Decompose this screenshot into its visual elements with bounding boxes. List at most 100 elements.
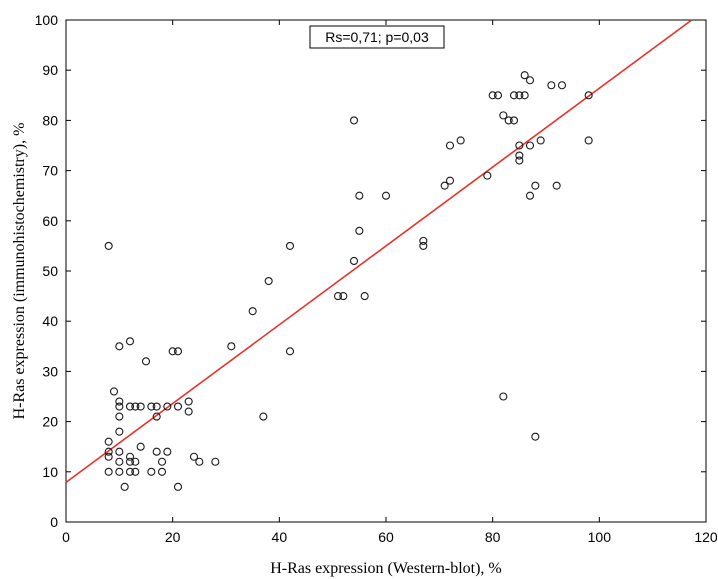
y-tick-label: 10: [42, 464, 58, 480]
data-point: [285, 241, 295, 250]
regression-line-layer: [65, 19, 693, 483]
data-point: [173, 347, 183, 356]
data-point: [125, 452, 135, 461]
regression-line: [65, 19, 693, 483]
data-point: [520, 71, 529, 80]
data-point: [499, 392, 508, 401]
data-point: [525, 76, 535, 85]
data-point: [104, 452, 113, 461]
data-point: [285, 347, 295, 356]
data-point: [509, 91, 519, 100]
y-axis-title: H-Ras expression (immunohistochemistry),…: [11, 123, 28, 420]
data-point: [360, 292, 369, 301]
data-point: [109, 387, 119, 396]
data-point: [147, 402, 156, 411]
data-point: [184, 407, 193, 416]
data-point: [525, 191, 535, 200]
data-point: [131, 402, 140, 411]
data-point: [157, 457, 167, 466]
data-point: [515, 151, 524, 160]
data-point: [248, 307, 257, 316]
data-point: [115, 412, 124, 421]
data-point: [493, 91, 503, 100]
data-point: [355, 226, 364, 235]
x-tick-label: 100: [588, 529, 612, 545]
data-point: [333, 292, 343, 301]
data-point: [525, 141, 535, 150]
y-tick-label: 100: [35, 12, 59, 28]
data-point: [173, 402, 183, 411]
data-point: [499, 111, 508, 120]
data-point: [211, 457, 220, 466]
data-point: [141, 357, 151, 366]
data-point: [227, 342, 236, 351]
data-point: [152, 402, 161, 411]
annotation-box-group: Rs=0,71; p=0,03: [309, 25, 445, 49]
data-point: [264, 276, 273, 286]
data-point: [419, 236, 428, 245]
data-point: [483, 171, 492, 180]
x-tick-label: 120: [694, 529, 718, 545]
data-point: [584, 136, 593, 145]
data-point: [115, 447, 124, 456]
data-point: [509, 116, 519, 125]
y-tick-label: 0: [50, 514, 58, 530]
data-point: [515, 141, 524, 150]
x-tick-label: 40: [272, 529, 288, 545]
data-points-layer: [104, 71, 593, 491]
data-point: [584, 91, 593, 100]
data-point: [445, 176, 455, 185]
data-point: [189, 452, 199, 461]
data-point: [115, 457, 124, 466]
data-point: [547, 81, 556, 90]
data-point: [115, 397, 124, 406]
data-point: [115, 467, 124, 476]
data-point: [173, 482, 183, 491]
data-point: [445, 141, 455, 150]
x-axis-title: H-Ras expression (Western-blot), %: [270, 560, 502, 577]
data-point: [136, 402, 145, 411]
data-point: [456, 136, 465, 145]
y-tick-label: 60: [42, 213, 58, 229]
data-point: [152, 412, 161, 421]
data-point: [125, 467, 135, 476]
data-point: [419, 241, 428, 250]
data-point: [157, 467, 167, 476]
y-tick-label: 30: [42, 363, 58, 379]
data-point: [515, 91, 524, 100]
data-point: [349, 256, 359, 266]
data-point: [163, 447, 172, 456]
annotation-box: [309, 25, 445, 49]
data-point: [520, 91, 529, 100]
data-point: [115, 427, 124, 436]
y-tick-label: 50: [42, 263, 58, 279]
data-point: [152, 447, 161, 456]
y-tick-label: 90: [42, 62, 58, 78]
data-point: [381, 191, 391, 200]
x-tick-label: 20: [165, 529, 181, 545]
data-point: [259, 412, 268, 421]
data-point: [531, 432, 540, 441]
y-tick-label: 40: [42, 313, 58, 329]
data-point: [104, 241, 113, 250]
data-point: [104, 467, 113, 476]
data-point: [104, 437, 113, 446]
data-point: [515, 156, 524, 165]
annotation-text: Rs=0,71; p=0,03: [325, 29, 429, 45]
data-point: [136, 442, 145, 451]
y-tick-label: 20: [42, 414, 58, 430]
data-point: [125, 457, 135, 466]
data-point: [163, 402, 172, 411]
y-tick-label: 70: [42, 163, 58, 179]
data-point: [557, 81, 567, 90]
x-tick-label: 0: [62, 529, 70, 545]
data-point: [552, 181, 561, 190]
data-point: [120, 482, 129, 491]
data-point: [125, 337, 135, 346]
data-point: [115, 342, 124, 351]
y-tick-label: 80: [42, 112, 58, 128]
data-point: [131, 457, 140, 466]
data-point: [531, 181, 540, 190]
data-point: [339, 292, 348, 301]
